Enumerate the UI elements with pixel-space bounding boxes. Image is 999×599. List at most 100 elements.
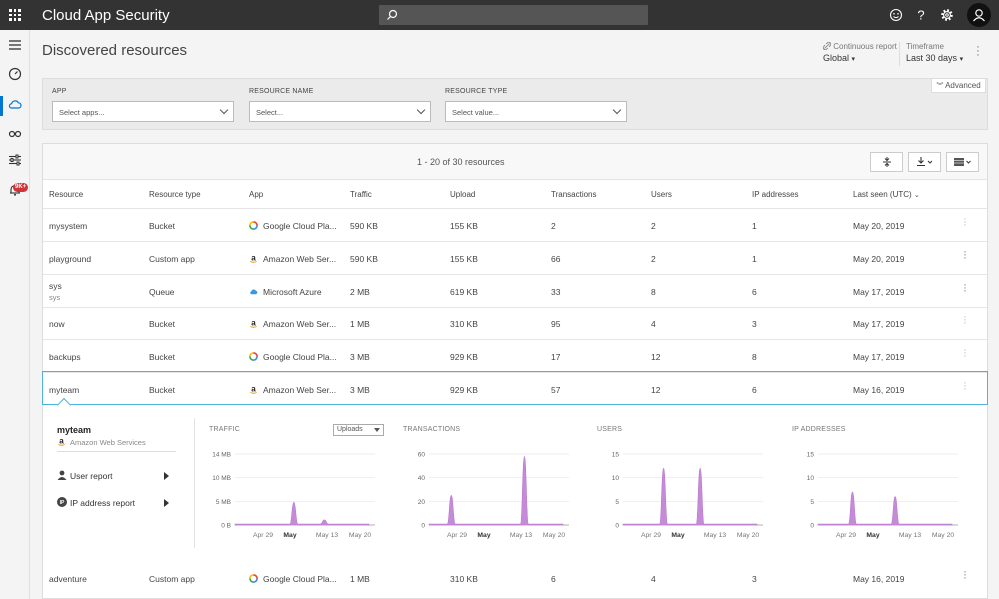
- row-more-options-icon[interactable]: · · ·: [963, 246, 967, 264]
- avatar[interactable]: [967, 3, 991, 27]
- cell-app[interactable]: Microsoft Azure: [263, 287, 322, 297]
- cell-ips: 3: [752, 574, 757, 584]
- y-tick-label: 40: [418, 475, 426, 482]
- column-header-traffic[interactable]: Traffic: [350, 190, 372, 199]
- y-tick-label: 14 MB: [212, 452, 231, 459]
- y-tick-label: 5: [810, 499, 814, 506]
- column-header-last-seen[interactable]: Last seen (UTC) ⌄: [853, 190, 920, 199]
- cell-resource[interactable]: playground: [49, 254, 92, 264]
- table-columns-icon: [953, 158, 971, 166]
- app-filter-select[interactable]: Select apps...: [52, 101, 234, 122]
- area-series: [622, 467, 758, 526]
- row-more-options-icon[interactable]: · · ·: [963, 311, 967, 329]
- cell-traffic: 590 KB: [350, 221, 378, 231]
- y-tick-label: 10: [612, 475, 620, 482]
- ip-address-report-link[interactable]: IP address report: [70, 498, 136, 508]
- row-more-options-icon[interactable]: · · ·: [963, 213, 967, 231]
- ip-report-arrow-icon[interactable]: [164, 499, 169, 507]
- cell-transactions: 17: [551, 352, 561, 362]
- column-header-upload[interactable]: Upload: [450, 190, 476, 199]
- cell-resource[interactable]: backups: [49, 352, 81, 362]
- column-header-transactions[interactable]: Transactions: [551, 190, 597, 199]
- google-cloud-icon: [249, 352, 258, 361]
- smiley-feedback-icon[interactable]: [889, 8, 903, 22]
- y-tick-label: 20: [418, 499, 426, 506]
- cell-ips: 6: [752, 385, 757, 395]
- collapse-rows-button[interactable]: [870, 152, 903, 172]
- cell-upload: 929 KB: [450, 385, 478, 395]
- cell-upload: 929 KB: [450, 352, 478, 362]
- dashboard-gauge-icon[interactable]: [8, 67, 22, 81]
- chart-title-ip-addresses: IP ADDRESSES: [792, 426, 846, 433]
- column-header-app[interactable]: App: [249, 190, 264, 199]
- user-report-link[interactable]: User report: [70, 471, 113, 481]
- gear-icon[interactable]: [940, 8, 954, 22]
- x-tick-label: May: [477, 532, 490, 539]
- app-title[interactable]: Cloud App Security: [42, 7, 170, 24]
- row-more-options-icon[interactable]: · · ·: [963, 566, 967, 584]
- column-header-resource[interactable]: Resource: [49, 190, 84, 199]
- cell-app[interactable]: Amazon Web Ser...: [263, 254, 337, 264]
- cell-app[interactable]: Amazon Web Ser...: [263, 319, 337, 329]
- alerts-count-badge: 9K+: [13, 183, 29, 192]
- page-more-options-icon[interactable]: · · ·: [976, 41, 980, 61]
- google-cloud-icon: [249, 574, 258, 583]
- investigate-glasses-icon[interactable]: [8, 126, 22, 140]
- app-launcher-icon[interactable]: [9, 9, 21, 21]
- cell-transactions: 2: [551, 221, 556, 231]
- cell-app[interactable]: Google Cloud Pla...: [263, 352, 337, 362]
- row-more-options-icon[interactable]: · · ·: [963, 377, 967, 395]
- svg-text:a: a: [251, 254, 256, 262]
- results-count: 1 - 20 of 30 resources: [417, 157, 505, 167]
- continuous-report-dropdown[interactable]: Global ▾: [823, 53, 856, 63]
- ip-address-icon: IP: [57, 497, 67, 507]
- cell-resource[interactable]: mysystem: [49, 221, 88, 231]
- user-report-arrow-icon[interactable]: [164, 472, 169, 480]
- resource-name-filter-label: RESOURCE NAME: [249, 88, 314, 95]
- chevron-down-icon: [219, 105, 229, 115]
- column-view-button[interactable]: [946, 152, 979, 172]
- cell-app[interactable]: Amazon Web Ser...: [263, 385, 337, 395]
- x-tick-label: Apr 29: [253, 532, 273, 539]
- cell-resource[interactable]: myteam: [49, 385, 80, 395]
- search-icon: [387, 9, 398, 20]
- area-series: [428, 456, 564, 526]
- hamburger-menu-icon[interactable]: [8, 38, 22, 52]
- cell-app[interactable]: Google Cloud Pla...: [263, 574, 337, 584]
- row-more-options-icon[interactable]: · · ·: [963, 279, 967, 297]
- control-sliders-icon[interactable]: [8, 153, 22, 167]
- chevron-down-icon: [612, 105, 622, 115]
- cell-traffic: 3 MB: [350, 385, 370, 395]
- column-header-ip-addresses[interactable]: IP addresses: [752, 190, 799, 199]
- cell-users: 4: [651, 319, 656, 329]
- y-tick-label: 0: [810, 523, 814, 530]
- help-icon[interactable]: ?: [914, 8, 928, 22]
- cell-resource[interactable]: adventure: [49, 574, 87, 584]
- search-input[interactable]: [379, 5, 648, 25]
- y-tick-label: 10 MB: [212, 475, 231, 482]
- azure-cloud-icon: [249, 287, 258, 296]
- resource-type-filter-select[interactable]: Select value...: [445, 101, 627, 122]
- chart-traffic: 14 MB 10 MB 5 MB 0 B Apr 29 May May 13 May 20: [212, 452, 375, 539]
- cell-resource[interactable]: sys: [49, 281, 62, 291]
- cell-resource[interactable]: now: [49, 319, 65, 329]
- resource-name-filter-select[interactable]: Select...: [249, 101, 431, 122]
- column-header-resource-type[interactable]: Resource type: [149, 190, 201, 199]
- y-tick-label: 15: [807, 452, 815, 459]
- cell-app[interactable]: Google Cloud Pla...: [263, 221, 337, 231]
- cloud-discovery-icon[interactable]: [8, 97, 22, 111]
- collapse-icon: [882, 157, 891, 167]
- advanced-filter-button[interactable]: ︾ Advanced: [931, 78, 986, 93]
- row-more-options-icon[interactable]: · · ·: [963, 344, 967, 362]
- y-tick-label: 0 B: [221, 523, 231, 530]
- timeframe-dropdown[interactable]: Last 30 days ▾: [906, 53, 964, 63]
- cell-last-seen: May 17, 2019: [853, 352, 905, 362]
- traffic-metric-select[interactable]: Uploads: [333, 424, 384, 436]
- export-button[interactable]: [908, 152, 941, 172]
- column-header-users[interactable]: Users: [651, 190, 672, 199]
- cell-upload: 155 KB: [450, 221, 478, 231]
- detail-divider: [57, 451, 176, 452]
- cell-upload: 155 KB: [450, 254, 478, 264]
- cell-last-seen: May 16, 2019: [853, 574, 905, 584]
- cell-ips: 3: [752, 319, 757, 329]
